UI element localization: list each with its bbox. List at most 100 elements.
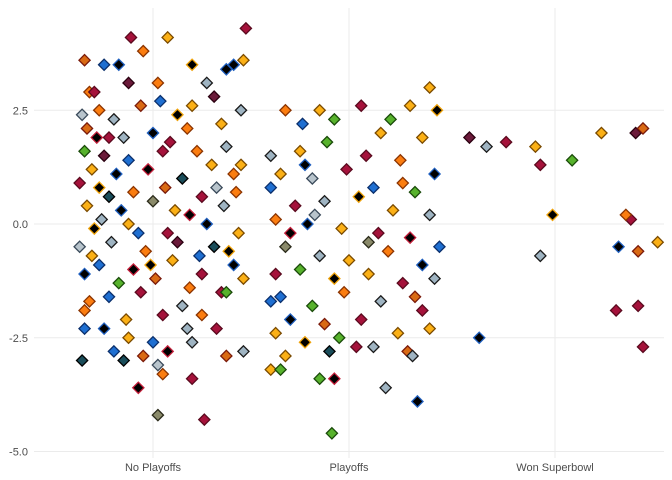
data-point [122, 153, 136, 167]
data-point [139, 244, 153, 258]
data-point [85, 249, 99, 263]
data-point [320, 135, 334, 149]
data-point [124, 30, 138, 44]
data-point [264, 149, 278, 163]
data-point [371, 226, 385, 240]
data-point [332, 331, 346, 345]
data-point [227, 167, 241, 181]
data-point [180, 322, 194, 336]
data-point [185, 372, 199, 386]
data-point [406, 349, 420, 363]
data-point [107, 112, 121, 126]
data-point [293, 262, 307, 277]
data-point [264, 294, 278, 308]
data-point [210, 181, 224, 195]
data-point [156, 308, 170, 322]
data-point [325, 426, 339, 440]
y-tick-label: -5.0 [9, 447, 28, 459]
x-tick-label: Playoffs [330, 462, 369, 474]
data-point [85, 162, 99, 176]
data-point [136, 349, 150, 363]
data-point [415, 303, 429, 317]
data-point [396, 276, 410, 290]
data-point [107, 344, 121, 358]
data-point [396, 176, 410, 190]
data-point [499, 135, 513, 149]
data-point [73, 176, 87, 190]
data-point [234, 158, 248, 172]
data-point [78, 53, 92, 67]
data-point [283, 313, 297, 327]
data-point [408, 290, 422, 304]
data-point [533, 158, 547, 172]
y-tick-label: 0.0 [13, 219, 28, 231]
data-point [136, 44, 150, 58]
data-point [327, 272, 341, 286]
data-point [183, 208, 197, 222]
data-point [134, 99, 148, 113]
data-point [217, 199, 231, 213]
data-point [207, 240, 221, 254]
data-point [354, 99, 368, 113]
data-point [80, 199, 94, 213]
data-point [274, 290, 288, 304]
data-point [141, 162, 155, 176]
data-point [114, 203, 128, 217]
data-point [75, 108, 89, 122]
data-point [423, 322, 437, 336]
data-point [146, 194, 160, 208]
data-point [349, 340, 363, 354]
data-point [200, 76, 214, 90]
data-point [274, 167, 288, 181]
data-point [219, 349, 233, 363]
data-point [366, 340, 380, 354]
data-point [236, 53, 250, 67]
data-point [232, 226, 246, 240]
data-point [102, 131, 116, 145]
data-point [161, 344, 175, 358]
data-point [163, 135, 177, 149]
data-point [151, 358, 165, 372]
data-point [236, 272, 250, 286]
data-point [92, 181, 106, 195]
data-point [170, 108, 184, 122]
data-point [278, 240, 292, 254]
data-point [269, 212, 283, 226]
data-point [327, 372, 341, 386]
data-point [146, 126, 160, 140]
data-point [227, 58, 241, 72]
data-point [379, 381, 393, 395]
data-point [117, 353, 131, 368]
data-point [278, 103, 292, 117]
data-point [342, 253, 356, 267]
data-point [151, 408, 165, 422]
data-point [126, 262, 140, 277]
data-point [102, 290, 116, 304]
data-point [274, 363, 288, 377]
data-point [200, 217, 214, 231]
data-point [313, 372, 327, 386]
data-point [112, 276, 126, 290]
data-point [565, 153, 579, 167]
data-point [423, 208, 437, 222]
data-point [374, 294, 388, 308]
data-point [428, 167, 442, 181]
data-point [327, 112, 341, 126]
data-point [403, 99, 417, 113]
data-point [195, 190, 209, 204]
data-point [97, 58, 111, 72]
data-point [190, 144, 204, 158]
data-point [207, 90, 221, 104]
data-point [612, 240, 626, 254]
data-point [305, 299, 319, 313]
data-point [318, 194, 332, 208]
data-point [636, 340, 650, 354]
data-point [533, 249, 547, 263]
data-point [134, 285, 148, 299]
data-point [594, 126, 608, 140]
data-point [87, 85, 101, 99]
data-point [78, 267, 92, 281]
data-point [352, 190, 366, 204]
data-point [156, 367, 170, 381]
